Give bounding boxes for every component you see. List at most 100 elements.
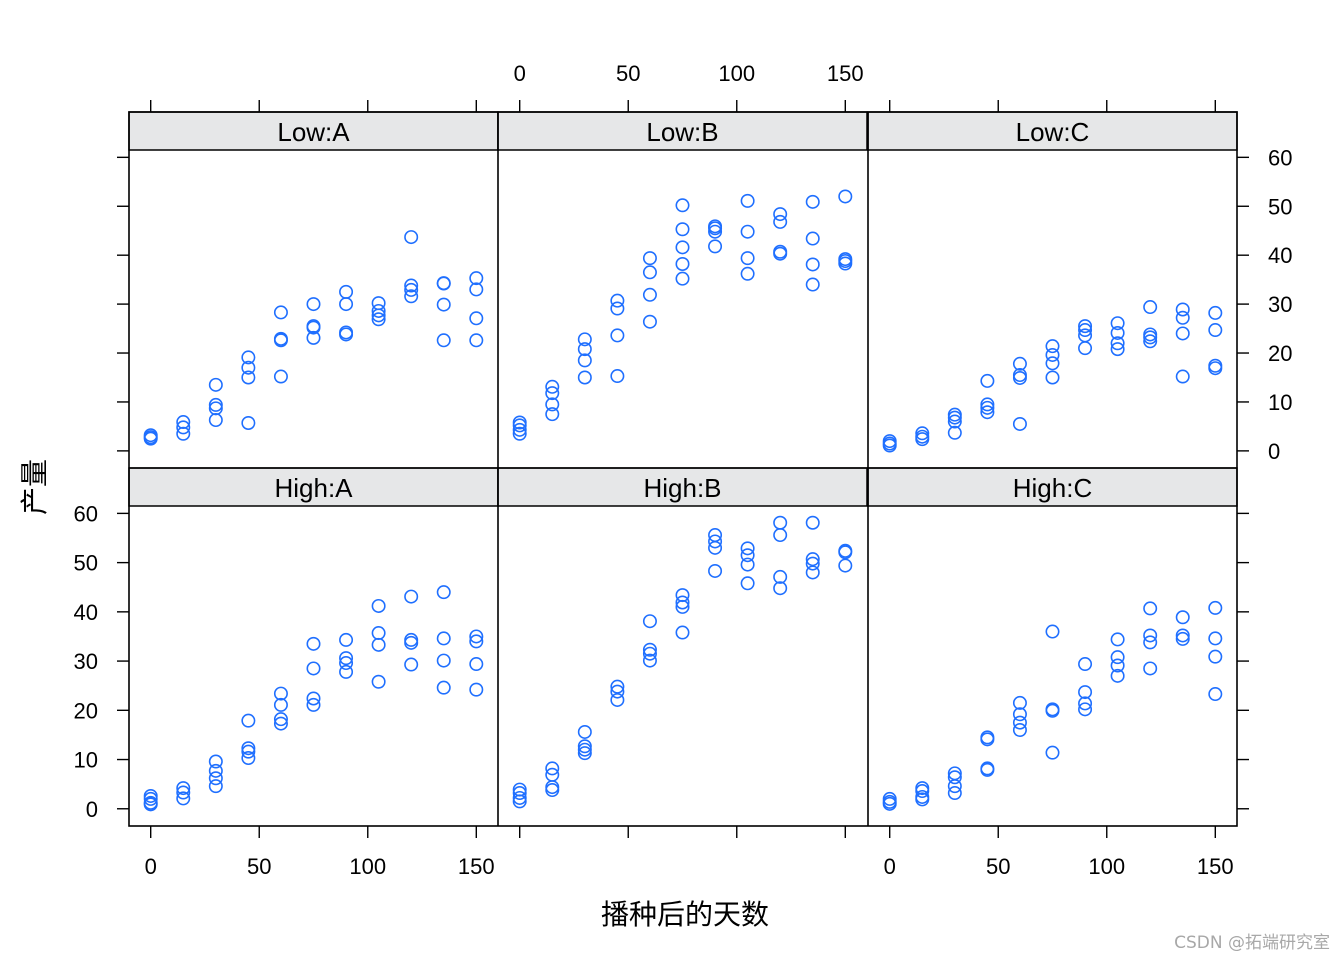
data-point: [1078, 323, 1093, 338]
data-point: [512, 786, 527, 801]
data-point: [273, 331, 288, 346]
data-point: [273, 686, 288, 701]
strip-label: Low:B: [646, 117, 718, 147]
data-point: [469, 682, 484, 697]
data-point: [469, 311, 484, 326]
data-point: [208, 771, 223, 786]
data-point: [577, 370, 592, 385]
y-axis-title: 产量: [18, 459, 51, 515]
y-tick-label: 20: [74, 698, 98, 723]
data-point: [610, 293, 625, 308]
data-point: [545, 397, 560, 412]
data-point: [577, 332, 592, 347]
x-axis-ticks: 0 50 100 150 0 50 100 150 0 50 100 150: [145, 61, 1234, 879]
strip-label: Low:C: [1016, 117, 1090, 147]
data-point: [947, 770, 962, 785]
data-point: [882, 791, 897, 806]
data-point: [577, 746, 592, 761]
y-tick-label: 40: [1268, 243, 1292, 268]
data-point: [610, 301, 625, 316]
data-point: [469, 629, 484, 644]
data-point: [740, 541, 755, 556]
data-point: [404, 657, 419, 672]
y-tick-label: 30: [74, 649, 98, 674]
data-point: [708, 563, 723, 578]
x-tick-label: 150: [827, 61, 864, 86]
data-point: [371, 296, 386, 311]
y-tick-label: 20: [1268, 341, 1292, 366]
data-point: [610, 679, 625, 694]
data-point: [675, 256, 690, 271]
data-point: [273, 716, 288, 731]
data-point: [371, 626, 386, 641]
data-point: [241, 415, 256, 430]
y-tick-label: 60: [74, 501, 98, 526]
data-point: [980, 761, 995, 776]
data-point: [1078, 696, 1093, 711]
data-point: [740, 224, 755, 239]
data-point: [339, 284, 354, 299]
data-point: [404, 282, 419, 297]
data-point: [208, 754, 223, 769]
panel-borders: [128, 111, 1238, 827]
data-point: [436, 333, 451, 348]
data-point: [1143, 601, 1158, 616]
data-point: [1143, 300, 1158, 315]
data-point: [1012, 722, 1027, 737]
data-point: [512, 426, 527, 441]
data-point: [577, 739, 592, 754]
data-point: [1012, 416, 1027, 431]
data-point: [577, 724, 592, 739]
data-point: [469, 657, 484, 672]
data-point: [273, 305, 288, 320]
data-point: [1012, 715, 1027, 730]
data-point: [915, 429, 930, 444]
data-point: [773, 207, 788, 222]
data-point: [947, 425, 962, 440]
data-point: [610, 692, 625, 707]
data-point: [838, 543, 853, 558]
data-point: [805, 556, 820, 571]
data-point: [740, 557, 755, 572]
data-point: [675, 625, 690, 640]
data-point: [675, 240, 690, 255]
data-point: [1175, 610, 1190, 625]
strip-background: [867, 111, 1238, 151]
strip-label: High:A: [274, 473, 353, 503]
data-point: [915, 781, 930, 796]
data-point: [1012, 695, 1027, 710]
data-point: [708, 239, 723, 254]
data-point: [371, 637, 386, 652]
data-point: [838, 252, 853, 267]
data-point: [882, 434, 897, 449]
data-point: [339, 632, 354, 647]
y-tick-label: 40: [74, 600, 98, 625]
data-point: [1208, 631, 1223, 646]
data-point: [675, 595, 690, 610]
data-point: [642, 653, 657, 668]
data-point: [512, 782, 527, 797]
data-point: [436, 680, 451, 695]
data-point: [740, 548, 755, 563]
outer-frame: [128, 111, 1238, 827]
data-point: [1078, 341, 1093, 356]
x-tick-label: 100: [1088, 854, 1125, 879]
data-point: [642, 614, 657, 629]
data-point: [675, 588, 690, 603]
data-point: [1045, 745, 1060, 760]
data-point: [545, 780, 560, 795]
panel-high-c: High:C: [867, 467, 1238, 811]
data-point: [947, 766, 962, 781]
x-tick-label: 150: [1197, 854, 1234, 879]
data-point: [436, 631, 451, 646]
data-point: [915, 789, 930, 804]
x-tick-label: 50: [986, 854, 1010, 879]
data-point: [915, 426, 930, 441]
data-point: [1110, 632, 1125, 647]
x-tick-label: 0: [884, 854, 896, 879]
x-tick-label: 100: [349, 854, 386, 879]
data-point: [980, 400, 995, 415]
data-point: [208, 413, 223, 428]
data-point: [1045, 339, 1060, 354]
data-point: [1012, 368, 1027, 383]
